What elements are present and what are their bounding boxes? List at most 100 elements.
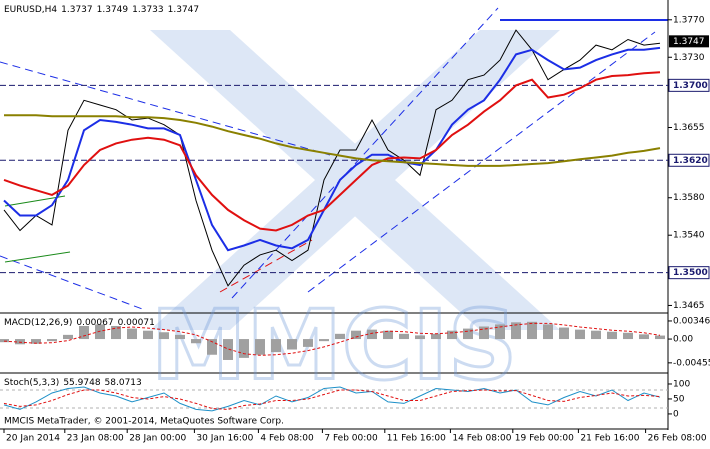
trend-lines (0, 7, 668, 311)
y-tick-label: 1.3655 (673, 123, 705, 133)
x-tick-label: 4 Feb 08:00 (260, 434, 314, 444)
histogram-bar (351, 330, 361, 340)
histogram-bar (591, 330, 601, 340)
trend-line (4, 195, 66, 207)
current-price-box (669, 35, 709, 48)
histogram-bar (255, 339, 265, 355)
trend-line (4, 251, 71, 263)
level-label: 1.3500 (673, 268, 708, 278)
header-value: 0.00067 (76, 318, 113, 328)
level-label: 1.3700 (673, 81, 708, 91)
histogram-bar (559, 327, 569, 340)
x-tick-label: 19 Feb 00:00 (515, 434, 574, 444)
series-line (3, 71, 661, 232)
y-tick-label: -0.00455 (673, 358, 710, 368)
histogram-bar (511, 322, 521, 340)
histogram-bar (15, 339, 25, 345)
histogram-bar (383, 330, 393, 340)
y-tick-label: 100 (673, 379, 690, 389)
x-tick-label: 21 Feb 16:00 (580, 434, 639, 444)
header-value: MACD(12,26,9) (4, 318, 72, 328)
series-line (3, 46, 661, 252)
series-line (3, 322, 661, 356)
trend-line (219, 239, 313, 293)
trend-line (231, 7, 499, 299)
histogram-bar (0, 339, 9, 343)
histogram-bar (79, 325, 89, 340)
histogram-bar (143, 330, 153, 340)
histogram-bar (127, 328, 137, 340)
level-label: 1.3620 (673, 156, 708, 166)
histogram-bar (95, 324, 105, 340)
histogram-bar (207, 339, 217, 355)
histogram-bar (431, 333, 441, 340)
header-value: 1.3733 (132, 5, 164, 15)
histogram-bar (271, 339, 281, 353)
histogram-bar (623, 332, 633, 340)
histogram-bar (175, 334, 185, 340)
trend-line (0, 61, 331, 156)
series-line (4, 114, 661, 167)
x-tick-label: 23 Jan 08:00 (67, 434, 124, 444)
histogram-bar (191, 339, 201, 344)
x-tick-label: 30 Jan 16:00 (196, 434, 253, 444)
y-tick-label: 50 (673, 394, 685, 404)
histogram-bar (31, 339, 41, 344)
histogram-bar (111, 325, 121, 340)
current-price-label: 1.3747 (673, 37, 705, 47)
level-label-box (668, 266, 710, 280)
histogram-bar (287, 339, 297, 350)
histogram-bar (223, 339, 233, 360)
series-line (3, 29, 661, 287)
histogram-bar (575, 329, 585, 340)
x-tick-label: 7 Feb 00:00 (324, 434, 378, 444)
histogram-bar (335, 333, 345, 340)
y-tick-label: 1.3540 (673, 231, 705, 241)
histogram-bar (463, 328, 473, 340)
panel-header: Stoch(5,3,3) 55.9748 58.0713 (4, 378, 142, 388)
series-line (3, 386, 661, 412)
header-value: 1.3747 (168, 5, 200, 15)
header-value: 1.3749 (97, 5, 129, 15)
panel-header: MACD(12,26,9) 0.00067 0.00071 (4, 318, 155, 328)
level-label-box (668, 153, 710, 167)
y-tick-label: 1.3770 (673, 15, 705, 25)
x-tick-label: 26 Feb 08:00 (648, 434, 707, 444)
y-tick-label: 0 (673, 409, 679, 419)
header-value: Stoch(5,3,3) (4, 378, 59, 388)
histogram-bar (415, 335, 425, 340)
histogram-bar (399, 333, 409, 340)
y-tick-label: 1.3730 (673, 53, 705, 63)
watermark: MMCIS (151, 289, 517, 401)
header-value: 55.9748 (63, 378, 100, 388)
histogram-bar (303, 339, 313, 347)
histogram-bar (495, 324, 505, 340)
level-label-box (668, 78, 710, 92)
header-value: 0.00071 (118, 318, 155, 328)
histogram-bar (527, 321, 537, 340)
histogram-bar (639, 334, 649, 340)
histogram-bar (607, 331, 617, 340)
histogram-bar (319, 339, 329, 342)
panel-header: EURUSD,H4 1.3737 1.3749 1.3733 1.3747 (4, 5, 199, 15)
histogram-bar (367, 329, 377, 340)
series-line (3, 389, 661, 410)
y-tick-label: 0.00 (673, 335, 693, 345)
x-tick-label: 11 Feb 16:00 (387, 434, 446, 444)
histogram-bar (47, 339, 57, 342)
y-tick-label: 1.3580 (673, 193, 705, 203)
x-tick-label: 20 Jan 2014 (6, 434, 60, 444)
histogram-bar (159, 332, 169, 340)
y-tick-label: 1.3465 (673, 301, 705, 311)
histogram-bar (655, 335, 665, 340)
trend-line (307, 31, 656, 293)
histogram-bar (63, 334, 73, 340)
header-value: 1.3737 (61, 5, 93, 15)
header-value: 58.0713 (105, 378, 142, 388)
footer: MMCIS MetaTrader, © 2001-2014, MetaQuote… (4, 417, 284, 427)
histogram-bar (479, 326, 489, 340)
x-tick-label: 28 Jan 00:00 (129, 434, 186, 444)
